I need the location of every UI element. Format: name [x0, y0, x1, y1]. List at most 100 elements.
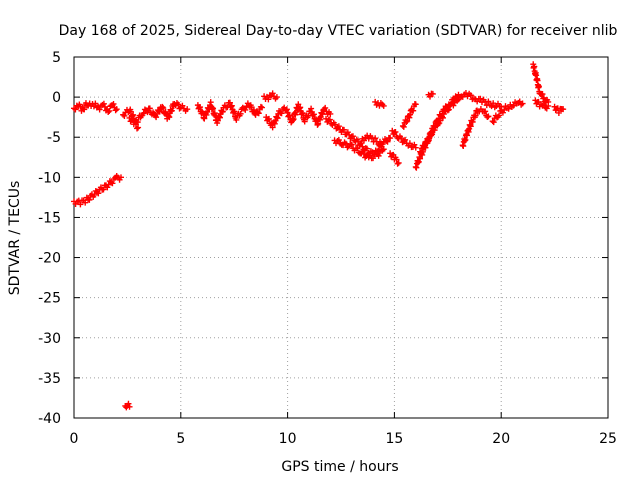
data-point	[132, 121, 139, 128]
data-point	[370, 155, 377, 162]
data-point	[398, 135, 405, 142]
data-point	[310, 111, 317, 118]
data-point	[273, 94, 280, 101]
data-point	[82, 199, 89, 206]
data-point	[146, 105, 153, 112]
data-point	[364, 145, 371, 152]
data-point	[255, 110, 262, 117]
data-point	[271, 120, 278, 127]
data-point	[429, 131, 436, 138]
data-point	[380, 102, 387, 109]
data-point	[421, 143, 428, 150]
x-tick-label: 0	[70, 431, 79, 447]
data-point	[335, 136, 342, 143]
y-tick-label: -35	[38, 371, 61, 387]
y-tick-label: 5	[52, 50, 61, 66]
y-tick-label: -25	[38, 291, 61, 307]
data-point	[95, 190, 102, 197]
data-point	[327, 110, 334, 117]
data-point	[278, 110, 285, 117]
data-point	[86, 196, 93, 203]
chart-title: Day 168 of 2025, Sidereal Day-to-day VTE…	[59, 23, 618, 39]
x-axis-label: GPS time / hours	[281, 459, 398, 475]
data-point	[105, 109, 112, 116]
data-point	[384, 138, 391, 145]
data-point	[429, 90, 436, 97]
data-point	[91, 191, 98, 198]
data-point	[467, 92, 474, 99]
data-point	[126, 403, 133, 410]
data-point	[203, 111, 210, 118]
data-point	[335, 123, 342, 130]
data-point	[519, 100, 526, 107]
data-point	[393, 156, 400, 163]
data-point	[265, 115, 272, 122]
y-axis-label: SDTVAR / TECUs	[7, 181, 23, 296]
data-point	[104, 184, 111, 191]
y-tick-label: -10	[38, 170, 61, 186]
data-point	[485, 98, 492, 105]
data-point	[233, 116, 240, 123]
data-point	[160, 104, 167, 111]
data-point	[435, 120, 442, 127]
y-tick-label: -40	[38, 411, 61, 427]
data-point	[360, 137, 367, 144]
plot-frame	[73, 56, 609, 419]
data-point	[110, 100, 117, 107]
data-point	[286, 112, 293, 119]
data-point	[454, 97, 461, 104]
data-point	[467, 123, 474, 130]
data-point	[387, 135, 394, 142]
data-point	[72, 106, 79, 113]
data-point	[274, 115, 281, 122]
data-point	[121, 112, 128, 119]
y-tick-label: -5	[47, 130, 61, 146]
x-tick-label: 20	[492, 431, 510, 447]
data-point	[444, 107, 451, 114]
data-point	[269, 90, 276, 97]
data-point	[326, 116, 333, 123]
data-point	[406, 114, 413, 121]
y-tick-label: -20	[38, 251, 61, 267]
data-point	[355, 138, 362, 145]
data-point	[216, 114, 223, 121]
data-point	[425, 136, 432, 143]
data-point	[399, 122, 406, 129]
data-point	[482, 108, 489, 115]
data-point	[423, 140, 430, 147]
data-point	[505, 105, 512, 112]
data-point	[322, 104, 329, 111]
data-point	[420, 144, 427, 151]
data-point	[403, 118, 410, 125]
data-point	[135, 124, 142, 131]
data-point	[539, 91, 546, 98]
y-tick-label: 0	[52, 90, 61, 106]
data-point	[455, 96, 462, 103]
data-point	[184, 106, 191, 113]
data-point	[490, 119, 497, 126]
data-point	[269, 124, 276, 131]
data-point	[81, 106, 88, 113]
data-point	[375, 152, 382, 159]
x-tick-label: 15	[385, 431, 403, 447]
data-point	[380, 146, 387, 153]
data-point	[219, 108, 226, 115]
data-point	[462, 90, 469, 97]
data-point	[477, 95, 484, 102]
data-point	[406, 140, 413, 147]
data-point	[77, 201, 84, 208]
y-tick-label: -15	[38, 210, 61, 226]
data-point	[404, 118, 411, 125]
data-point	[201, 115, 208, 122]
data-point	[417, 155, 424, 162]
x-tick-label: 10	[279, 431, 297, 447]
data-point	[417, 148, 424, 155]
x-tick-labels: 0 5 10 15 20 25	[70, 431, 617, 447]
data-point	[117, 174, 124, 181]
data-point	[308, 105, 315, 112]
data-point	[417, 149, 424, 156]
data-point	[437, 117, 444, 124]
data-point	[159, 103, 166, 110]
data-point	[237, 110, 244, 117]
